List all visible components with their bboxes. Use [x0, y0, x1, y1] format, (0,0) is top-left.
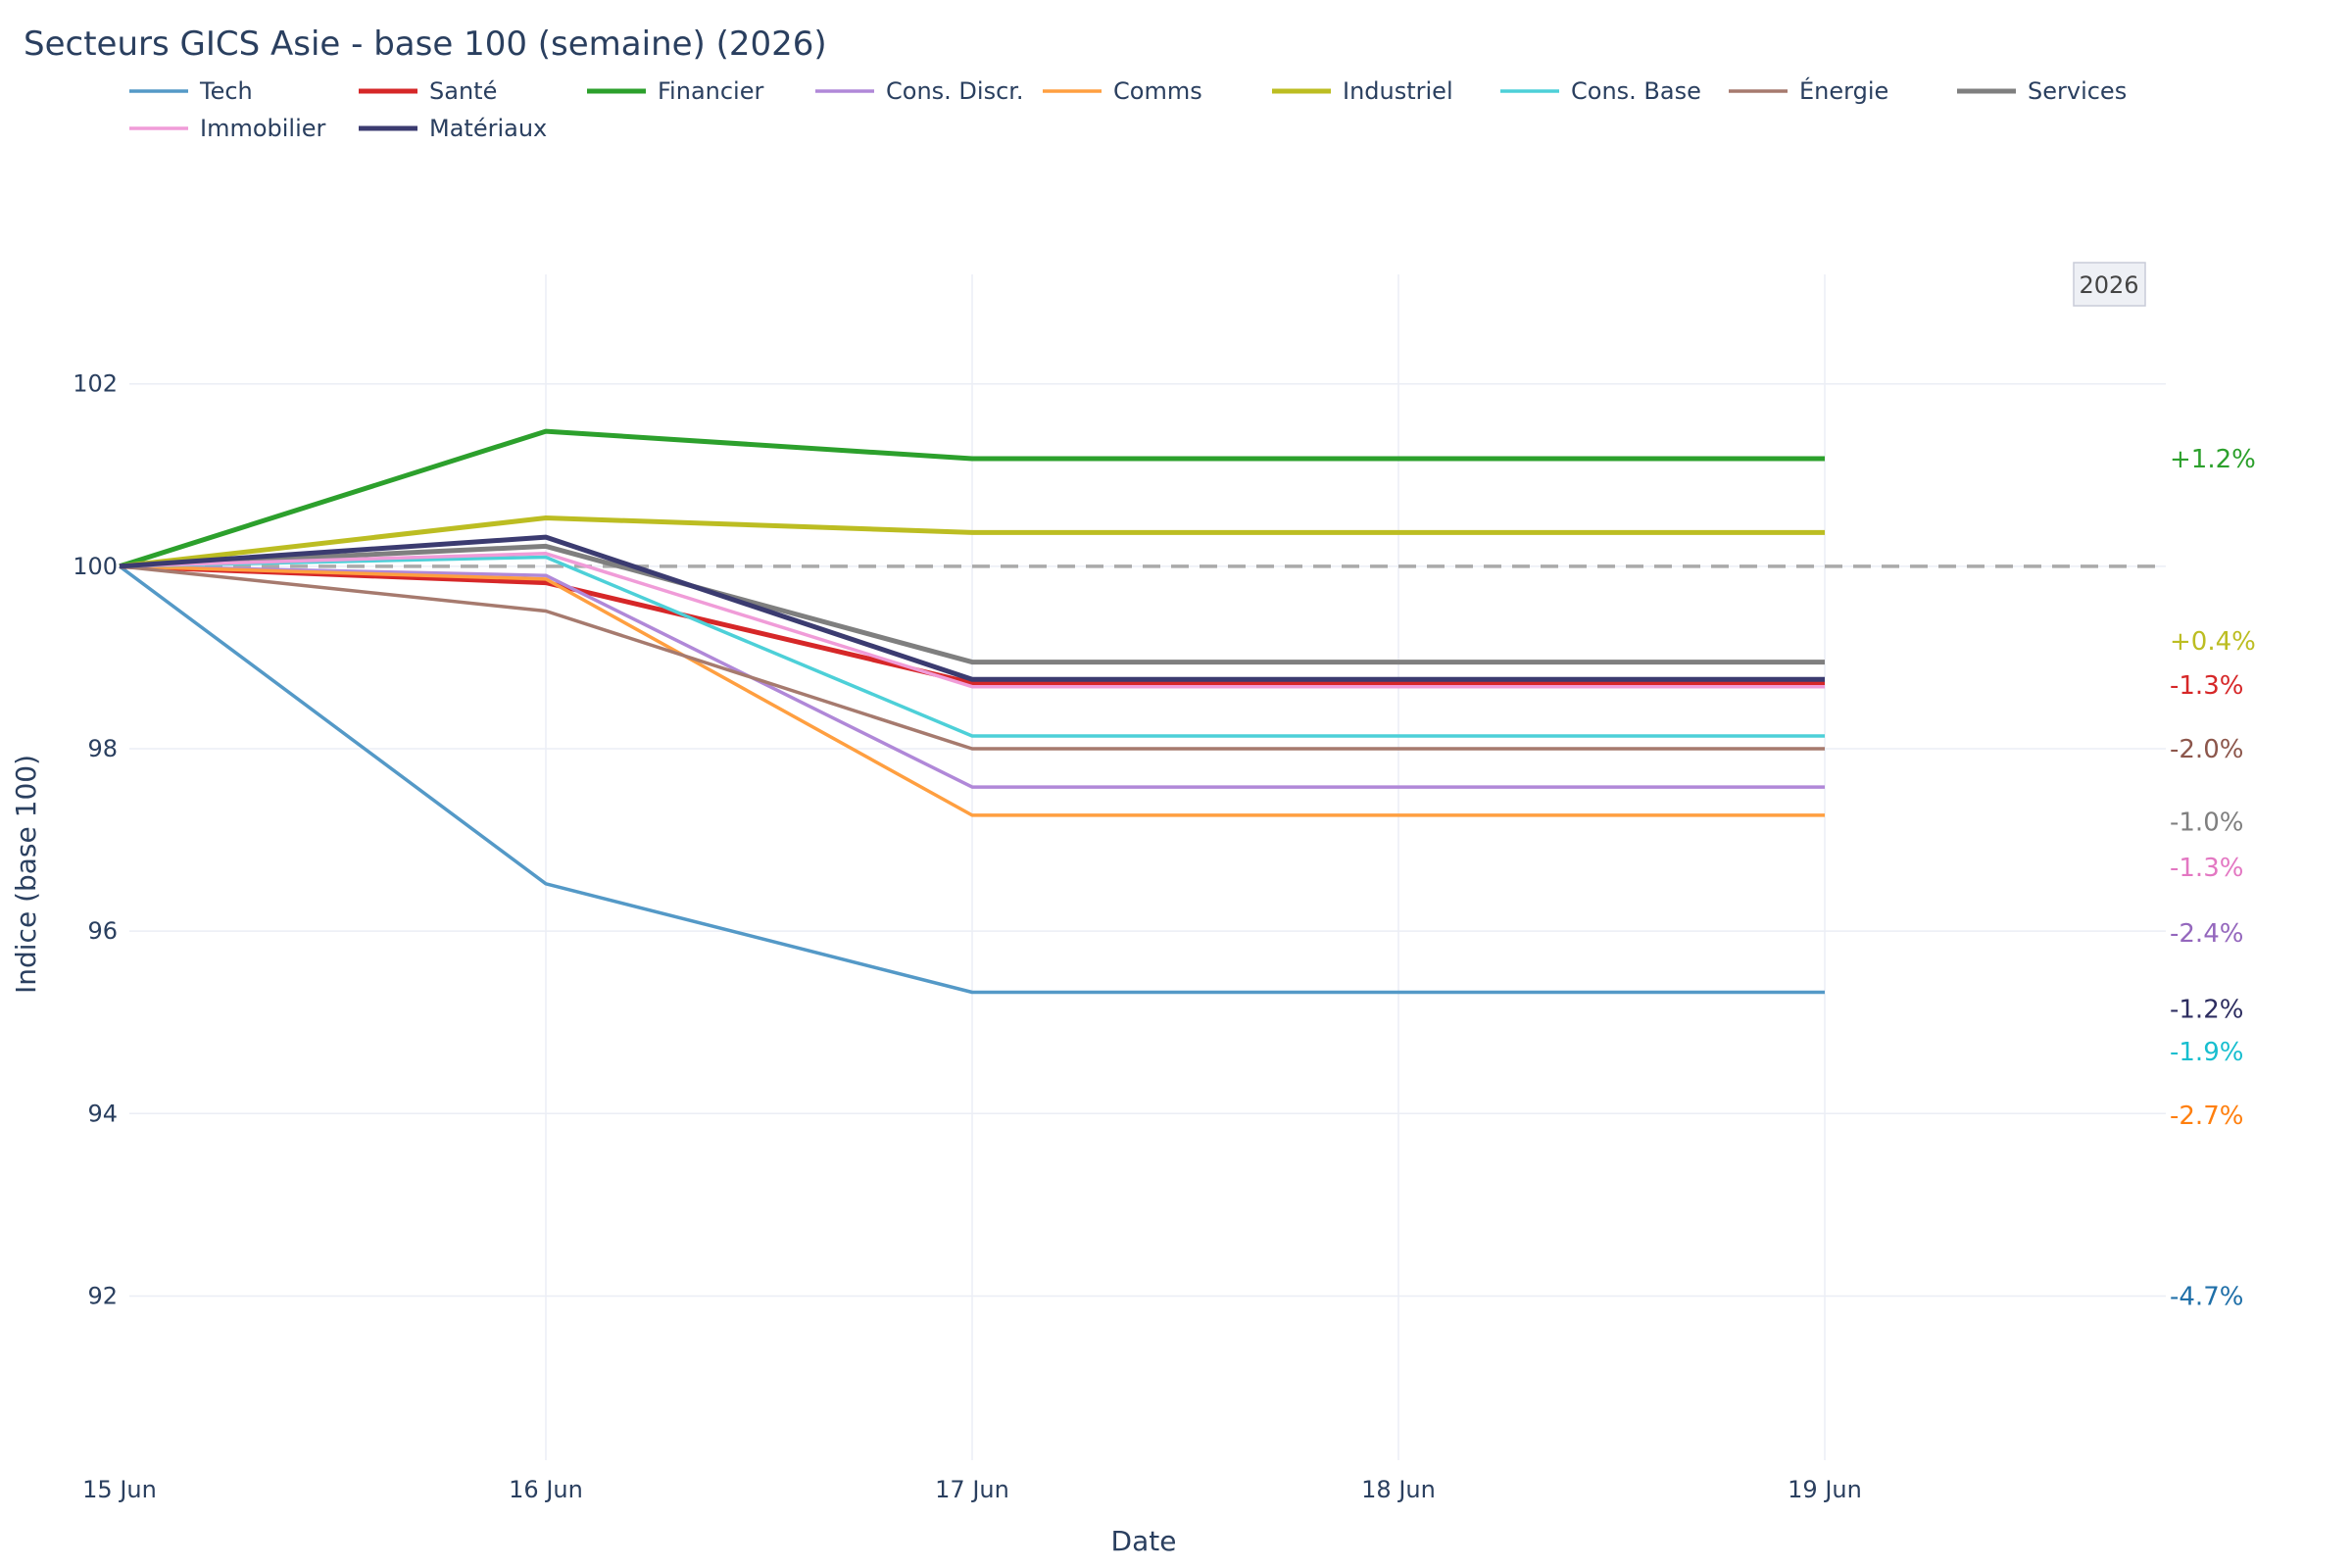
- series-line-financier: [119, 428, 1825, 569]
- end-labels: -4.7% -1.3% +1.2% -2.4% -2.7% +0.4% -1.9% -2.0%…: [2170, 445, 2256, 1311]
- legend-label-tech: Tech: [199, 77, 253, 105]
- series-line-services: [119, 543, 1825, 665]
- year-badge: 2026: [2073, 262, 2146, 307]
- x-axis-ticks: 15 Jun 16 Jun 17 Jun 18 Jun 19 Jun: [82, 1476, 1862, 1503]
- x-tick-label: 16 Jun: [509, 1476, 583, 1503]
- y-tick-label: 94: [87, 1100, 118, 1127]
- series-line-cons-discr: [119, 564, 1825, 789]
- legend-label-industriel: Industriel: [1343, 77, 1453, 105]
- x-axis-title: Date: [1111, 1525, 1177, 1557]
- end-label-energie: -2.0%: [2170, 735, 2243, 764]
- year-badge-text: 2026: [2079, 271, 2138, 299]
- end-label-industriel: +0.4%: [2170, 627, 2256, 657]
- x-tick-label: 18 Jun: [1361, 1476, 1436, 1503]
- legend-label-financier: Financier: [658, 77, 763, 105]
- series-line-tech: [118, 564, 1825, 995]
- y-tick-label: 100: [73, 553, 118, 580]
- legend-label-materiaux: Matériaux: [429, 115, 547, 142]
- legend: Tech Santé Financier Cons. Discr. Comms Indus…: [129, 76, 2127, 142]
- series-line-industriel: [119, 515, 1825, 569]
- grid: [129, 274, 2166, 1460]
- end-label-financier: +1.2%: [2170, 445, 2256, 474]
- series-line-comms: [119, 564, 1825, 817]
- legend-label-cons-base: Cons. Base: [1571, 77, 1701, 105]
- legend-label-cons-discr: Cons. Discr.: [886, 77, 1024, 105]
- end-label-immobilier: -1.3%: [2170, 854, 2243, 883]
- series-line-materiaux: [119, 534, 1825, 682]
- end-label-cons-discr: -2.4%: [2170, 919, 2243, 949]
- y-axis-ticks: 92 94 96 98 100 102: [73, 370, 118, 1310]
- series-line-cons-base: [119, 555, 1825, 738]
- year-badge-box: [2073, 262, 2146, 307]
- chart-title: Secteurs GICS Asie - base 100 (semaine) …: [24, 24, 827, 64]
- legend-label-sante: Santé: [429, 77, 497, 105]
- legend-label-immobilier: Immobilier: [200, 115, 326, 142]
- x-tick-label: 19 Jun: [1788, 1476, 1862, 1503]
- y-tick-label: 102: [73, 370, 118, 398]
- legend-label-energie: Énergie: [1799, 76, 1888, 105]
- end-label-tech: -4.7%: [2170, 1282, 2243, 1311]
- end-label-cons-base: -1.9%: [2170, 1038, 2243, 1067]
- series-line-energie: [119, 564, 1825, 751]
- y-axis-title: Indice (base 100): [10, 755, 42, 994]
- y-tick-label: 92: [87, 1282, 118, 1309]
- legend-label-comms: Comms: [1113, 77, 1202, 105]
- series-line-immobilier: [119, 552, 1825, 689]
- series-line-sante: [119, 564, 1825, 686]
- y-tick-label: 96: [87, 917, 118, 945]
- x-tick-label: 15 Jun: [82, 1476, 157, 1503]
- x-tick-label: 17 Jun: [935, 1476, 1009, 1503]
- end-label-services: -1.0%: [2170, 808, 2243, 837]
- y-tick-label: 98: [87, 735, 118, 762]
- legend-label-services: Services: [2028, 77, 2127, 105]
- end-label-materiaux: -1.2%: [2170, 995, 2243, 1024]
- end-label-comms: -2.7%: [2170, 1102, 2243, 1131]
- end-label-sante: -1.3%: [2170, 671, 2243, 701]
- series-lines: [118, 428, 1825, 995]
